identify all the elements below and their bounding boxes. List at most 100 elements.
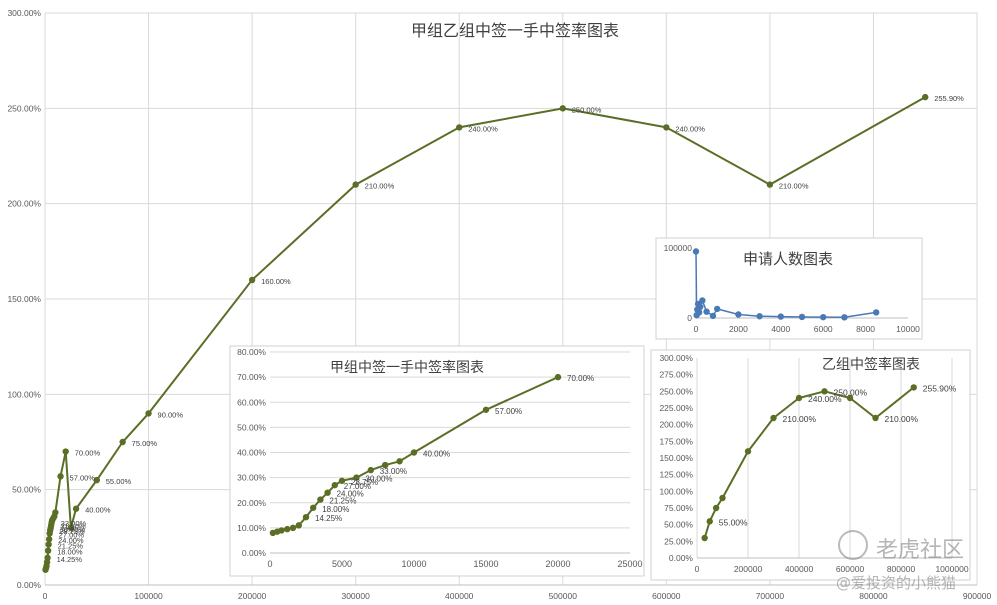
data-label: 21.25% <box>329 497 356 506</box>
data-label: 210.00% <box>885 414 919 424</box>
data-label: 27.00% <box>344 482 371 491</box>
data-point <box>756 313 763 320</box>
x-tick-label: 2000 <box>729 324 748 334</box>
data-label: 24.00% <box>337 490 364 499</box>
data-point <box>714 305 721 313</box>
data-label: 240.00% <box>468 124 498 133</box>
y-tick-label: 25.00% <box>664 536 693 546</box>
data-label: 40.00% <box>85 506 111 515</box>
data-label: 33.00% <box>380 467 407 476</box>
y-tick-label: 300.00% <box>7 8 41 18</box>
x-tick-label: 400000 <box>445 591 474 601</box>
y-tick-label: 300.00% <box>659 353 693 363</box>
data-label: 240.00% <box>675 124 705 133</box>
data-label: 57.00% <box>70 473 96 482</box>
chart-frame <box>655 237 923 340</box>
data-point <box>735 311 742 318</box>
data-point <box>910 384 917 391</box>
y-tick-label: 50.00% <box>237 422 266 432</box>
data-point <box>67 524 75 531</box>
y-tick-label: 10.00% <box>237 523 266 533</box>
x-tick-label: 800000 <box>859 591 888 601</box>
data-point <box>93 476 100 484</box>
x-tick-label: 20000 <box>545 559 570 569</box>
data-label: 14.25% <box>315 514 342 523</box>
data-point <box>353 474 360 481</box>
data-point <box>324 489 331 496</box>
data-point <box>744 448 752 455</box>
data-point <box>302 513 310 521</box>
data-label: 75.00% <box>132 439 158 448</box>
chart-title: 甲组乙组中签一手中签率图表 <box>411 22 619 40</box>
data-label: 40.00% <box>423 450 450 459</box>
y-tick-label: 50.00% <box>12 485 41 495</box>
y-tick-label: 225.00% <box>659 403 693 413</box>
data-label: 28.75% <box>351 478 378 487</box>
x-tick-label: 8000 <box>856 324 875 334</box>
x-tick-label: 200000 <box>734 564 763 574</box>
chart-title: 甲组中签一手中签率图表 <box>330 359 484 375</box>
x-tick-label: 1000000 <box>935 564 968 574</box>
data-point <box>367 466 374 474</box>
x-tick-label: 900000 <box>963 591 992 601</box>
data-point <box>52 509 59 516</box>
y-tick-label: 250.00% <box>659 386 693 396</box>
data-point <box>699 297 706 304</box>
y-tick-label: 200.00% <box>659 420 693 430</box>
data-point <box>770 414 777 422</box>
y-tick-label: 100.00% <box>7 389 41 399</box>
data-label: 30.00% <box>365 475 392 484</box>
y-tick-label: 70.00% <box>237 372 266 382</box>
x-tick-label: 0 <box>267 559 272 569</box>
data-label: 70.00% <box>75 449 101 458</box>
data-point <box>873 309 880 316</box>
x-tick-label: 800000 <box>887 564 916 574</box>
data-point <box>766 181 774 188</box>
data-label: 255.90% <box>923 383 957 393</box>
x-tick-label: 400000 <box>785 564 814 574</box>
data-label: 18.00% <box>57 548 83 557</box>
data-point <box>922 93 929 101</box>
x-tick-label: 15000 <box>473 559 498 569</box>
y-tick-label: 50.00% <box>664 520 693 530</box>
x-tick-label: 600000 <box>652 591 681 601</box>
x-tick-label: 700000 <box>756 591 785 601</box>
data-label: 28.75% <box>59 527 85 536</box>
data-label: 18.00% <box>322 505 349 514</box>
data-point <box>554 373 562 381</box>
data-point <box>119 438 126 446</box>
data-point <box>841 314 848 321</box>
data-label: 33.00% <box>61 519 87 528</box>
data-point <box>45 541 52 548</box>
x-tick-label: 0 <box>694 324 699 334</box>
x-tick-label: 4000 <box>771 324 790 334</box>
y-tick-label: 80.00% <box>237 347 266 357</box>
y-tick-label: 30.00% <box>237 473 266 483</box>
data-point <box>777 313 784 320</box>
data-label: 30.00% <box>60 525 86 534</box>
data-point <box>701 534 708 542</box>
data-point <box>284 525 291 533</box>
chart-title: 乙组中签率图表 <box>822 356 920 372</box>
x-tick-label: 10000 <box>896 324 920 334</box>
y-tick-label: 60.00% <box>237 397 266 407</box>
data-point <box>820 313 827 321</box>
y-tick-label: 0.00% <box>242 548 267 558</box>
data-label: 21.25% <box>58 541 84 550</box>
data-point <box>331 481 338 489</box>
data-point <box>396 458 403 465</box>
chart-group_a: 0.00% 10.00% 20.00% 30.00% 40.00% 50.00% 60.00… <box>229 345 645 577</box>
data-point <box>798 313 806 321</box>
data-label: 250.00% <box>572 105 602 114</box>
y-tick-label: 100000 <box>664 243 693 253</box>
y-tick-label: 125.00% <box>659 470 693 480</box>
chart-frame <box>650 349 971 581</box>
data-point <box>846 394 854 402</box>
data-point <box>482 406 490 413</box>
data-label: 240.00% <box>808 394 842 404</box>
data-point <box>382 461 389 469</box>
x-tick-label: 0 <box>43 591 48 601</box>
chart-applicants: 0 100000 0 2000 4000 6000 8000 10000 申请人数图表 <box>655 237 923 340</box>
y-tick-label: 75.00% <box>664 503 693 513</box>
